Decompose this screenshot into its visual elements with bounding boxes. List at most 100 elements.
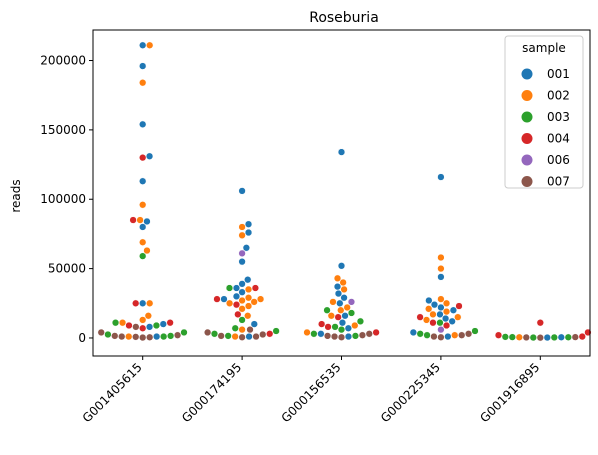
data-point-001-G000156535-29 [336,299,344,307]
legend-label-001: 001 [547,67,570,81]
data-point-007-G000156535-17 [330,332,339,341]
data-point-001-G000174195-13 [244,228,253,237]
data-point-007-G000156535-16 [323,332,332,340]
data-point-007-G000174195-12 [252,332,260,341]
data-point-002-G000156535-32 [303,328,311,337]
data-point-001-G001405615-4 [139,177,147,185]
data-point-003-G001916895-27 [550,333,558,342]
data-point-001-G000156535-24 [337,148,346,156]
data-point-001-G000156535-30 [341,312,349,320]
x-tick-label-3: G000225345 [378,360,443,425]
data-point-004-G001405615-4 [125,321,133,330]
data-point-003-G000156535-19 [351,332,360,340]
data-point-004-G000225345-17 [429,319,437,327]
data-point-003-G000156535-14 [347,309,356,317]
data-point-001-G000225345-40 [449,306,458,314]
legend-marker-007 [521,176,533,187]
x-tick-label-4: G001916895 [477,360,542,425]
data-point-001-G000225345-41 [436,310,444,319]
data-point-002-G000225345-33 [437,253,445,262]
data-point-002-G000225345-39 [429,310,437,319]
points-layer [97,41,592,342]
data-point-002-G000225345-36 [442,299,451,307]
data-point-002-G000156535-25 [339,278,347,287]
data-point-003-G001916895-28 [529,333,537,342]
data-point-004-G000174195-7 [213,295,221,303]
data-point-006-G000174195-0 [238,249,246,257]
data-point-003-G000225345-22 [416,330,424,338]
data-point-004-G000174195-6 [251,284,260,292]
data-point-003-G000156535-13 [323,306,331,314]
data-point-002-G000225345-38 [442,307,451,316]
data-point-007-G001916895-24 [522,333,530,342]
data-point-003-G000225345-20 [436,319,444,327]
data-point-003-G001405615-1 [111,319,120,327]
data-point-002-G001405615-4 [139,238,147,246]
data-point-003-G000156535-17 [337,325,346,334]
data-point-002-G001405615-9 [118,319,127,327]
data-point-007-G000174195-10 [259,330,267,339]
data-point-001-G001405615-8 [159,320,167,328]
data-point-007-G001916895-23 [571,333,579,341]
legend-marker-004 [521,133,533,144]
data-point-002-G000156535-27 [329,298,337,306]
data-point-002-G001405615-7 [144,312,152,320]
data-point-004-G000225345-16 [416,313,424,321]
data-point-004-G000174195-8 [232,301,241,309]
data-point-007-G000156535-18 [337,333,346,341]
data-point-001-G000174195-21 [220,295,228,303]
legend-label-006: 006 [547,153,570,167]
data-point-003-G000174195-8 [238,316,246,324]
data-point-003-G000225345-23 [423,331,431,339]
data-point-004-G001405615-1 [129,216,137,224]
data-point-002-G000174195-20 [238,305,246,313]
data-point-007-G000174195-11 [217,332,225,340]
chart-title: Roseburia [309,10,379,26]
legend: sample 001 002 003 004 006 007 [504,35,584,189]
data-point-001-G000174195-16 [244,276,252,284]
data-point-003-G001405615-2 [152,321,161,330]
data-point-002-G001405615-2 [139,201,147,209]
data-point-002-G000156535-28 [343,303,351,312]
data-point-001-G000174195-23 [245,332,253,341]
data-point-002-G000174195-16 [238,296,246,305]
data-point-001-G001405615-3 [145,152,154,160]
data-point-006-G000156535-1 [347,298,356,306]
data-point-007-G000225345-22 [437,333,445,341]
data-point-001-G001405615-5 [143,217,151,226]
data-point-002-G000174195-15 [256,295,265,303]
legend-label-007: 007 [547,175,570,189]
legend-title: sample [522,41,566,55]
data-point-003-G000156535-16 [331,323,339,331]
data-point-007-G000174195-13 [238,333,246,341]
x-tick-label-2: G000156535 [279,360,344,425]
data-point-004-G000225345-18 [442,321,451,330]
data-point-001-G000174195-18 [232,284,241,292]
legend-box [504,35,584,189]
data-point-007-G000156535-15 [358,331,367,339]
data-point-003-G000174195-12 [224,332,232,340]
data-point-003-G000156535-15 [356,317,365,325]
data-point-004-G000225345-15 [455,302,463,310]
data-point-002-G000174195-23 [231,332,239,341]
data-point-001-G000225345-43 [448,317,456,325]
data-point-002-G000174195-11 [238,223,246,231]
data-point-003-G001916895-26 [564,333,572,341]
y-tick-label-0: 0 [78,331,86,345]
data-point-004-G001405615-2 [132,299,140,307]
data-point-003-G001916895-24 [501,333,509,341]
data-point-001-G001405615-6 [139,223,147,231]
data-point-001-G000156535-26 [333,282,342,291]
data-point-007-G001405615-2 [173,331,182,339]
data-point-001-G000225345-39 [437,303,445,312]
data-point-001-G000174195-17 [238,280,246,288]
data-point-002-G001916895-43 [515,333,523,341]
legend-marker-003 [521,111,533,123]
data-point-003-G000225345-21 [471,327,479,335]
data-point-007-G000174195-9 [203,328,212,337]
data-point-002-G000174195-13 [244,285,253,294]
data-point-002-G000174195-18 [225,299,234,307]
data-point-007-G001405615-5 [132,333,140,341]
